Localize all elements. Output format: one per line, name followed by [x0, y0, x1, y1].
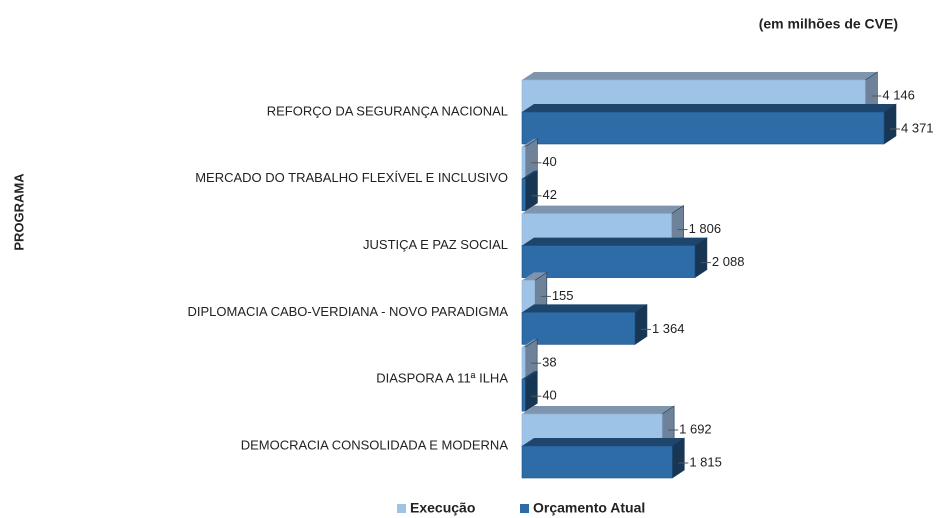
bar-top — [522, 438, 685, 446]
value-label: 1 692 — [679, 421, 712, 436]
value-label: 40 — [542, 388, 556, 403]
category-label: DIPLOMACIA CABO-VERDIANA - NOVO PARADIGM… — [188, 304, 509, 319]
chart-subtitle: (em milhões de CVE) — [759, 16, 898, 32]
bar-top — [522, 371, 538, 380]
bar-top — [522, 170, 538, 179]
value-label: 1 364 — [652, 321, 685, 336]
bar-top — [522, 72, 878, 80]
value-label: 2 088 — [712, 254, 745, 269]
bar — [521, 445, 673, 479]
bar-top — [522, 138, 538, 147]
bar — [521, 378, 526, 412]
legend-label: Orçamento Atual — [533, 500, 645, 516]
value-label: 40 — [542, 154, 556, 169]
bar — [521, 111, 885, 145]
bar — [521, 245, 696, 278]
bar — [521, 312, 636, 345]
bar-top — [522, 104, 896, 112]
category-label: DIASPORA A 11ª ILHA — [376, 371, 508, 386]
category-label: MERCADO DO TRABALHO FLEXÍVEL E INCLUSIVO — [195, 170, 508, 185]
bar — [521, 346, 526, 380]
bar — [521, 146, 526, 180]
category-label: JUSTIÇA E PAZ SOCIAL — [363, 237, 508, 252]
value-label: 42 — [542, 187, 556, 202]
category-label: DEMOCRACIA CONSOLIDADA E MODERNA — [241, 437, 509, 452]
bar-top — [522, 406, 675, 414]
category-label: REFORÇO DA SEGURANÇA NACIONAL — [267, 103, 508, 118]
bar-top — [522, 272, 547, 281]
value-label: 1 815 — [689, 454, 722, 469]
value-label: 4 371 — [901, 120, 934, 135]
legend-label: Execução — [410, 500, 475, 516]
bar — [521, 178, 526, 212]
y-axis-label: PROGRAMA — [11, 173, 26, 251]
value-label: 4 146 — [882, 87, 915, 102]
value-label: 1 806 — [689, 221, 722, 236]
bar-top — [522, 205, 684, 214]
bar-top — [522, 304, 647, 313]
legend-swatch — [397, 504, 406, 513]
value-label: 38 — [542, 355, 556, 370]
value-label: 155 — [552, 288, 574, 303]
bar-top — [522, 237, 707, 246]
bar-top — [522, 339, 538, 348]
legend-swatch — [520, 504, 529, 513]
